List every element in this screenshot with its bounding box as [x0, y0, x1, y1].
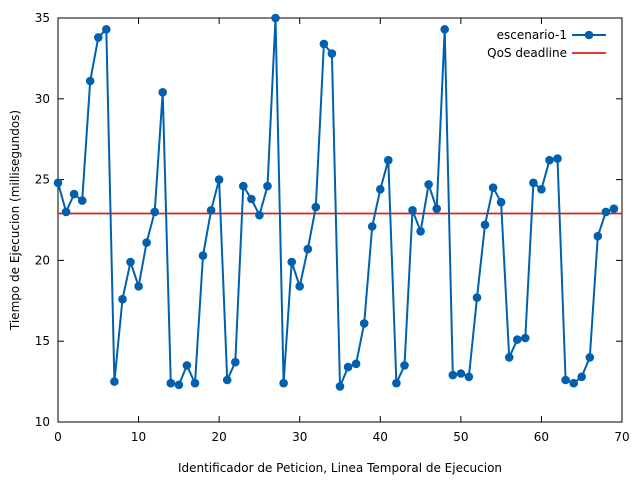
escenario-1-point	[61, 207, 71, 217]
escenario-1-point	[158, 88, 167, 97]
escenario-1-point	[118, 294, 127, 304]
escenario-1-point	[110, 377, 119, 386]
escenario-1-point	[456, 369, 466, 378]
escenario-1-point	[69, 189, 79, 199]
escenario-1-point	[408, 206, 417, 215]
legend-label-qos-deadline: QoS deadline	[487, 46, 567, 60]
escenario-1-point	[537, 185, 546, 194]
escenario-1-point	[295, 282, 305, 291]
x-tick-label: 50	[453, 430, 468, 444]
escenario-1-line	[57, 17, 615, 388]
escenario-1-point	[343, 362, 353, 372]
escenario-1-point	[513, 335, 522, 344]
escenario-1-point	[376, 185, 385, 194]
escenario-1-point	[222, 375, 232, 385]
escenario-1-point	[432, 204, 442, 213]
escenario-1-point	[424, 180, 433, 189]
escenario-1-point	[384, 155, 393, 165]
escenario-1-point	[53, 178, 63, 188]
escenario-1-point	[182, 361, 192, 370]
escenario-1-point	[440, 25, 450, 34]
series-layer	[53, 13, 623, 391]
escenario-1-point	[174, 380, 184, 390]
escenario-1-point	[392, 378, 401, 388]
legend: escenario-1 QoS deadline	[487, 28, 606, 60]
escenario-1-point	[102, 25, 111, 34]
escenario-1-point	[198, 251, 208, 260]
x-tick-label: 0	[54, 430, 62, 444]
escenario-1-point	[529, 178, 538, 188]
escenario-1-point	[488, 183, 498, 192]
escenario-1-point	[77, 196, 87, 205]
escenario-1-point	[206, 206, 216, 215]
escenario-1-point	[416, 227, 425, 236]
escenario-1-point	[319, 39, 329, 49]
escenario-1-point	[287, 257, 297, 267]
escenario-1-point	[263, 181, 272, 191]
escenario-1-point	[561, 375, 570, 385]
legend-marker-escenario-1	[584, 30, 594, 40]
x-tick-label: 10	[131, 430, 146, 444]
escenario-1-point	[359, 319, 369, 328]
escenario-1-point	[303, 244, 313, 254]
escenario-1-point	[94, 33, 103, 42]
escenario-1-point	[255, 210, 264, 220]
escenario-1-point	[126, 257, 135, 267]
escenario-1-point	[166, 378, 176, 388]
escenario-1-point	[521, 333, 530, 343]
escenario-1-point	[214, 175, 224, 184]
escenario-1-point	[85, 76, 95, 86]
escenario-1-point	[190, 378, 200, 388]
escenario-1-point	[569, 378, 578, 388]
escenario-1-point	[553, 154, 562, 163]
x-axis-label: Identificador de Peticion, Linea Tempora…	[178, 461, 502, 475]
y-tick-label: 10	[35, 415, 50, 429]
escenario-1-point	[448, 370, 458, 380]
y-tick-label: 15	[35, 334, 50, 348]
escenario-1-point	[231, 357, 240, 367]
escenario-1-point	[480, 220, 490, 230]
x-tick-label: 40	[373, 430, 388, 444]
escenario-1-point	[367, 222, 377, 231]
escenario-1-point	[464, 372, 474, 382]
escenario-1-point	[311, 202, 321, 212]
y-axis: 10 15 20 25 30 35	[35, 11, 622, 429]
escenario-1-point	[335, 382, 345, 391]
escenario-1-point	[504, 353, 514, 362]
escenario-1-point	[271, 13, 280, 23]
escenario-1-point	[577, 372, 586, 382]
escenario-1-point	[472, 293, 482, 302]
escenario-1-point	[134, 282, 143, 291]
escenario-1-point	[150, 207, 159, 217]
x-tick-label: 60	[534, 430, 549, 444]
escenario-1-point	[327, 49, 337, 58]
escenario-1-point	[601, 207, 611, 217]
x-tick-label: 20	[212, 430, 227, 444]
escenario-1-point	[247, 194, 256, 204]
escenario-1-point	[351, 359, 361, 369]
x-tick-label: 70	[614, 430, 629, 444]
escenario-1-point	[609, 204, 619, 213]
escenario-1-point	[593, 231, 603, 241]
y-tick-label: 30	[35, 92, 50, 106]
plot-frame	[57, 17, 623, 423]
x-tick-label: 30	[292, 430, 307, 444]
x-axis: 0 10 20 30 40 50 60 70	[54, 18, 630, 444]
escenario-1-point	[142, 238, 151, 247]
y-axis-label: Tiempo de Ejecucion (millisegundos)	[8, 110, 22, 331]
y-tick-label: 25	[35, 173, 50, 187]
escenario-1-point	[545, 155, 554, 165]
escenario-1-point	[585, 353, 595, 362]
legend-label-escenario-1: escenario-1	[497, 28, 567, 42]
escenario-1-point	[239, 181, 248, 191]
y-tick-label: 35	[35, 11, 50, 25]
y-tick-label: 20	[35, 253, 50, 267]
escenario-1-point	[279, 378, 288, 388]
escenario-1-point	[496, 197, 506, 207]
escenario-1-point	[400, 361, 409, 370]
